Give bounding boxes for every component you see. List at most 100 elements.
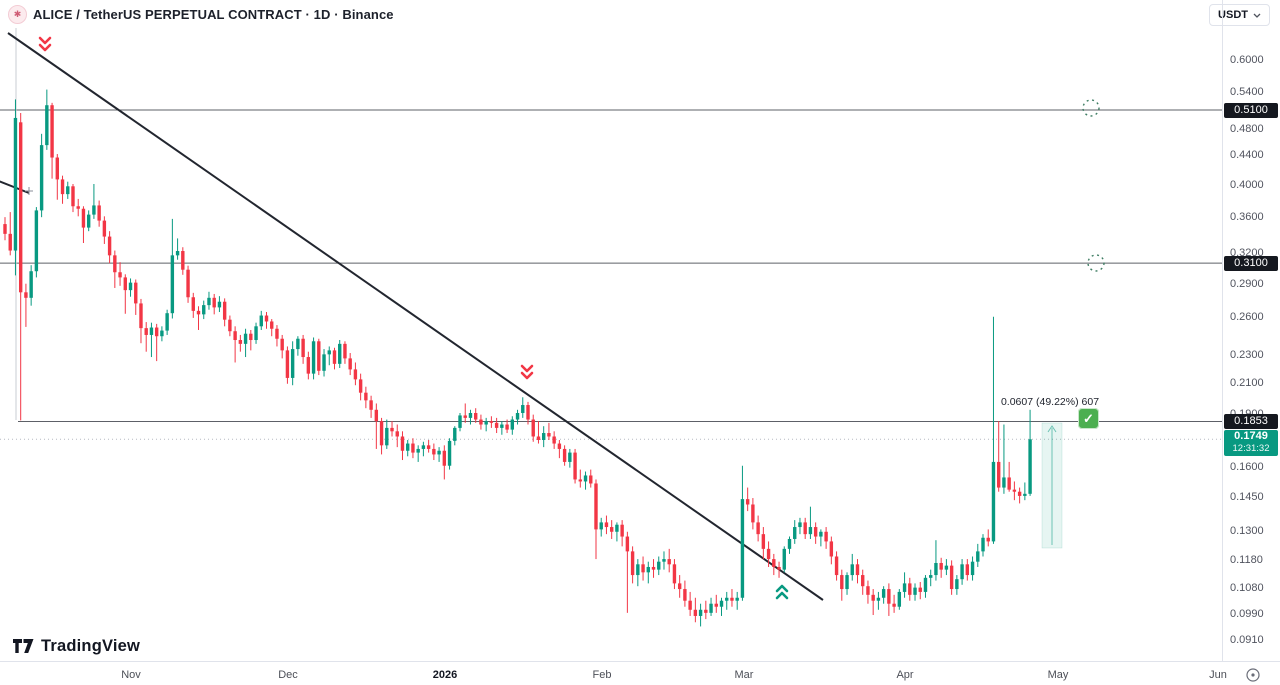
candle-body (39, 145, 44, 211)
candle-body (128, 282, 133, 291)
candle-body (819, 531, 823, 537)
candle-body (484, 421, 488, 425)
price-tick-label: 0.0990 (1230, 608, 1264, 621)
candle-body (270, 321, 274, 329)
candle-body (965, 564, 970, 576)
double-chevron-down-marker[interactable] (38, 36, 52, 52)
candle-body (803, 522, 807, 535)
candlestick-chart[interactable] (0, 28, 1222, 661)
price-tick-label: 0.2300 (1230, 349, 1264, 362)
price-tick-label: 0.1450 (1230, 490, 1264, 503)
candle-body (395, 431, 399, 437)
candle-body (442, 450, 447, 466)
candle-body (766, 548, 771, 560)
symbol-title[interactable]: ALICE / TetherUS PERPETUAL CONTRACT · 1D… (33, 7, 394, 22)
candle-body (866, 586, 870, 595)
time-tick-label: Jun (1209, 669, 1227, 681)
candle-body (416, 448, 420, 453)
candle-body (646, 566, 650, 573)
alert-marker-circle[interactable] (1082, 99, 1100, 117)
candle-body (107, 236, 112, 256)
candle-body (500, 424, 504, 428)
currency-label: USDT (1218, 9, 1248, 21)
candle-body (385, 427, 389, 446)
candle-body (913, 587, 917, 595)
candle-body (447, 440, 452, 466)
candle-body (327, 350, 331, 355)
candle-body (829, 541, 834, 557)
price-level-badge[interactable]: 0.5100 (1224, 102, 1278, 118)
time-tick-label: May (1047, 669, 1069, 681)
candle-body (243, 333, 248, 344)
candle-body (264, 315, 269, 322)
time-tick-label: Apr (896, 669, 914, 681)
scroll-to-realtime-icon[interactable] (1245, 667, 1261, 683)
candle-body (568, 452, 572, 462)
candle-body (426, 445, 431, 449)
trend-line[interactable] (7, 32, 824, 601)
candle-body (892, 603, 896, 607)
candle-body (730, 597, 734, 601)
candle-body (934, 562, 938, 576)
candle-body (620, 524, 624, 537)
candle-body (521, 405, 525, 414)
candle-body (986, 537, 990, 542)
candle-body (494, 422, 499, 428)
candle-body (463, 415, 467, 418)
currency-dropdown-button[interactable]: USDT (1209, 4, 1270, 26)
candle-body (609, 527, 614, 532)
candle-body (13, 117, 18, 251)
double-chevron-down-marker[interactable] (520, 364, 534, 380)
price-tick-label: 0.1080 (1230, 581, 1264, 594)
candlestick-layer[interactable] (3, 89, 1032, 627)
candle-body (845, 575, 849, 590)
candle-body (181, 251, 185, 270)
candle-body (599, 522, 603, 530)
candle-body (3, 224, 7, 234)
candle-body (1023, 493, 1027, 496)
candle-body (411, 443, 415, 453)
double-chevron-up-marker[interactable] (775, 584, 789, 600)
price-level-badge[interactable]: 0.3100 (1224, 255, 1278, 271)
candle-body (897, 591, 902, 607)
candle-body (233, 331, 237, 341)
tradingview-logo-icon (13, 639, 34, 653)
candle-body (118, 272, 122, 278)
candle-body (228, 319, 232, 332)
candle-body (526, 405, 530, 420)
candle-body (589, 475, 593, 484)
candle-body (45, 105, 49, 146)
confirm-check-button[interactable]: ✓ (1078, 408, 1099, 429)
candle-body (698, 609, 703, 616)
candle-body (573, 452, 577, 480)
candle-body (102, 220, 107, 237)
candle-body (76, 206, 80, 209)
price-level-badge[interactable]: 0.1853 (1224, 414, 1278, 430)
candle-body (515, 413, 520, 420)
candle-body (332, 350, 337, 364)
alert-marker-circle[interactable] (1087, 254, 1105, 272)
candle-body (191, 297, 195, 311)
candle-body (740, 499, 745, 598)
candle-body (840, 575, 844, 590)
candle-body (311, 341, 316, 374)
candle-body (918, 587, 922, 592)
candle-body (353, 369, 358, 380)
candle-body (1007, 477, 1011, 490)
candle-body (630, 551, 635, 576)
candle-body (902, 583, 907, 592)
current-price-badge[interactable]: 0.1749 12:31:32 (1224, 430, 1278, 457)
candle-body (280, 338, 284, 351)
time-tick-label: Nov (121, 669, 141, 681)
trend-line[interactable] (0, 180, 30, 194)
candle-body (923, 577, 928, 592)
candle-body (113, 255, 117, 273)
price-tick-label: 0.0910 (1230, 634, 1264, 647)
candle-body (24, 292, 28, 298)
candle-body (625, 536, 630, 552)
candle-body (510, 419, 515, 430)
candle-body (175, 251, 180, 256)
tradingview-logo[interactable]: TradingView (13, 637, 140, 656)
candle-body (489, 421, 494, 423)
